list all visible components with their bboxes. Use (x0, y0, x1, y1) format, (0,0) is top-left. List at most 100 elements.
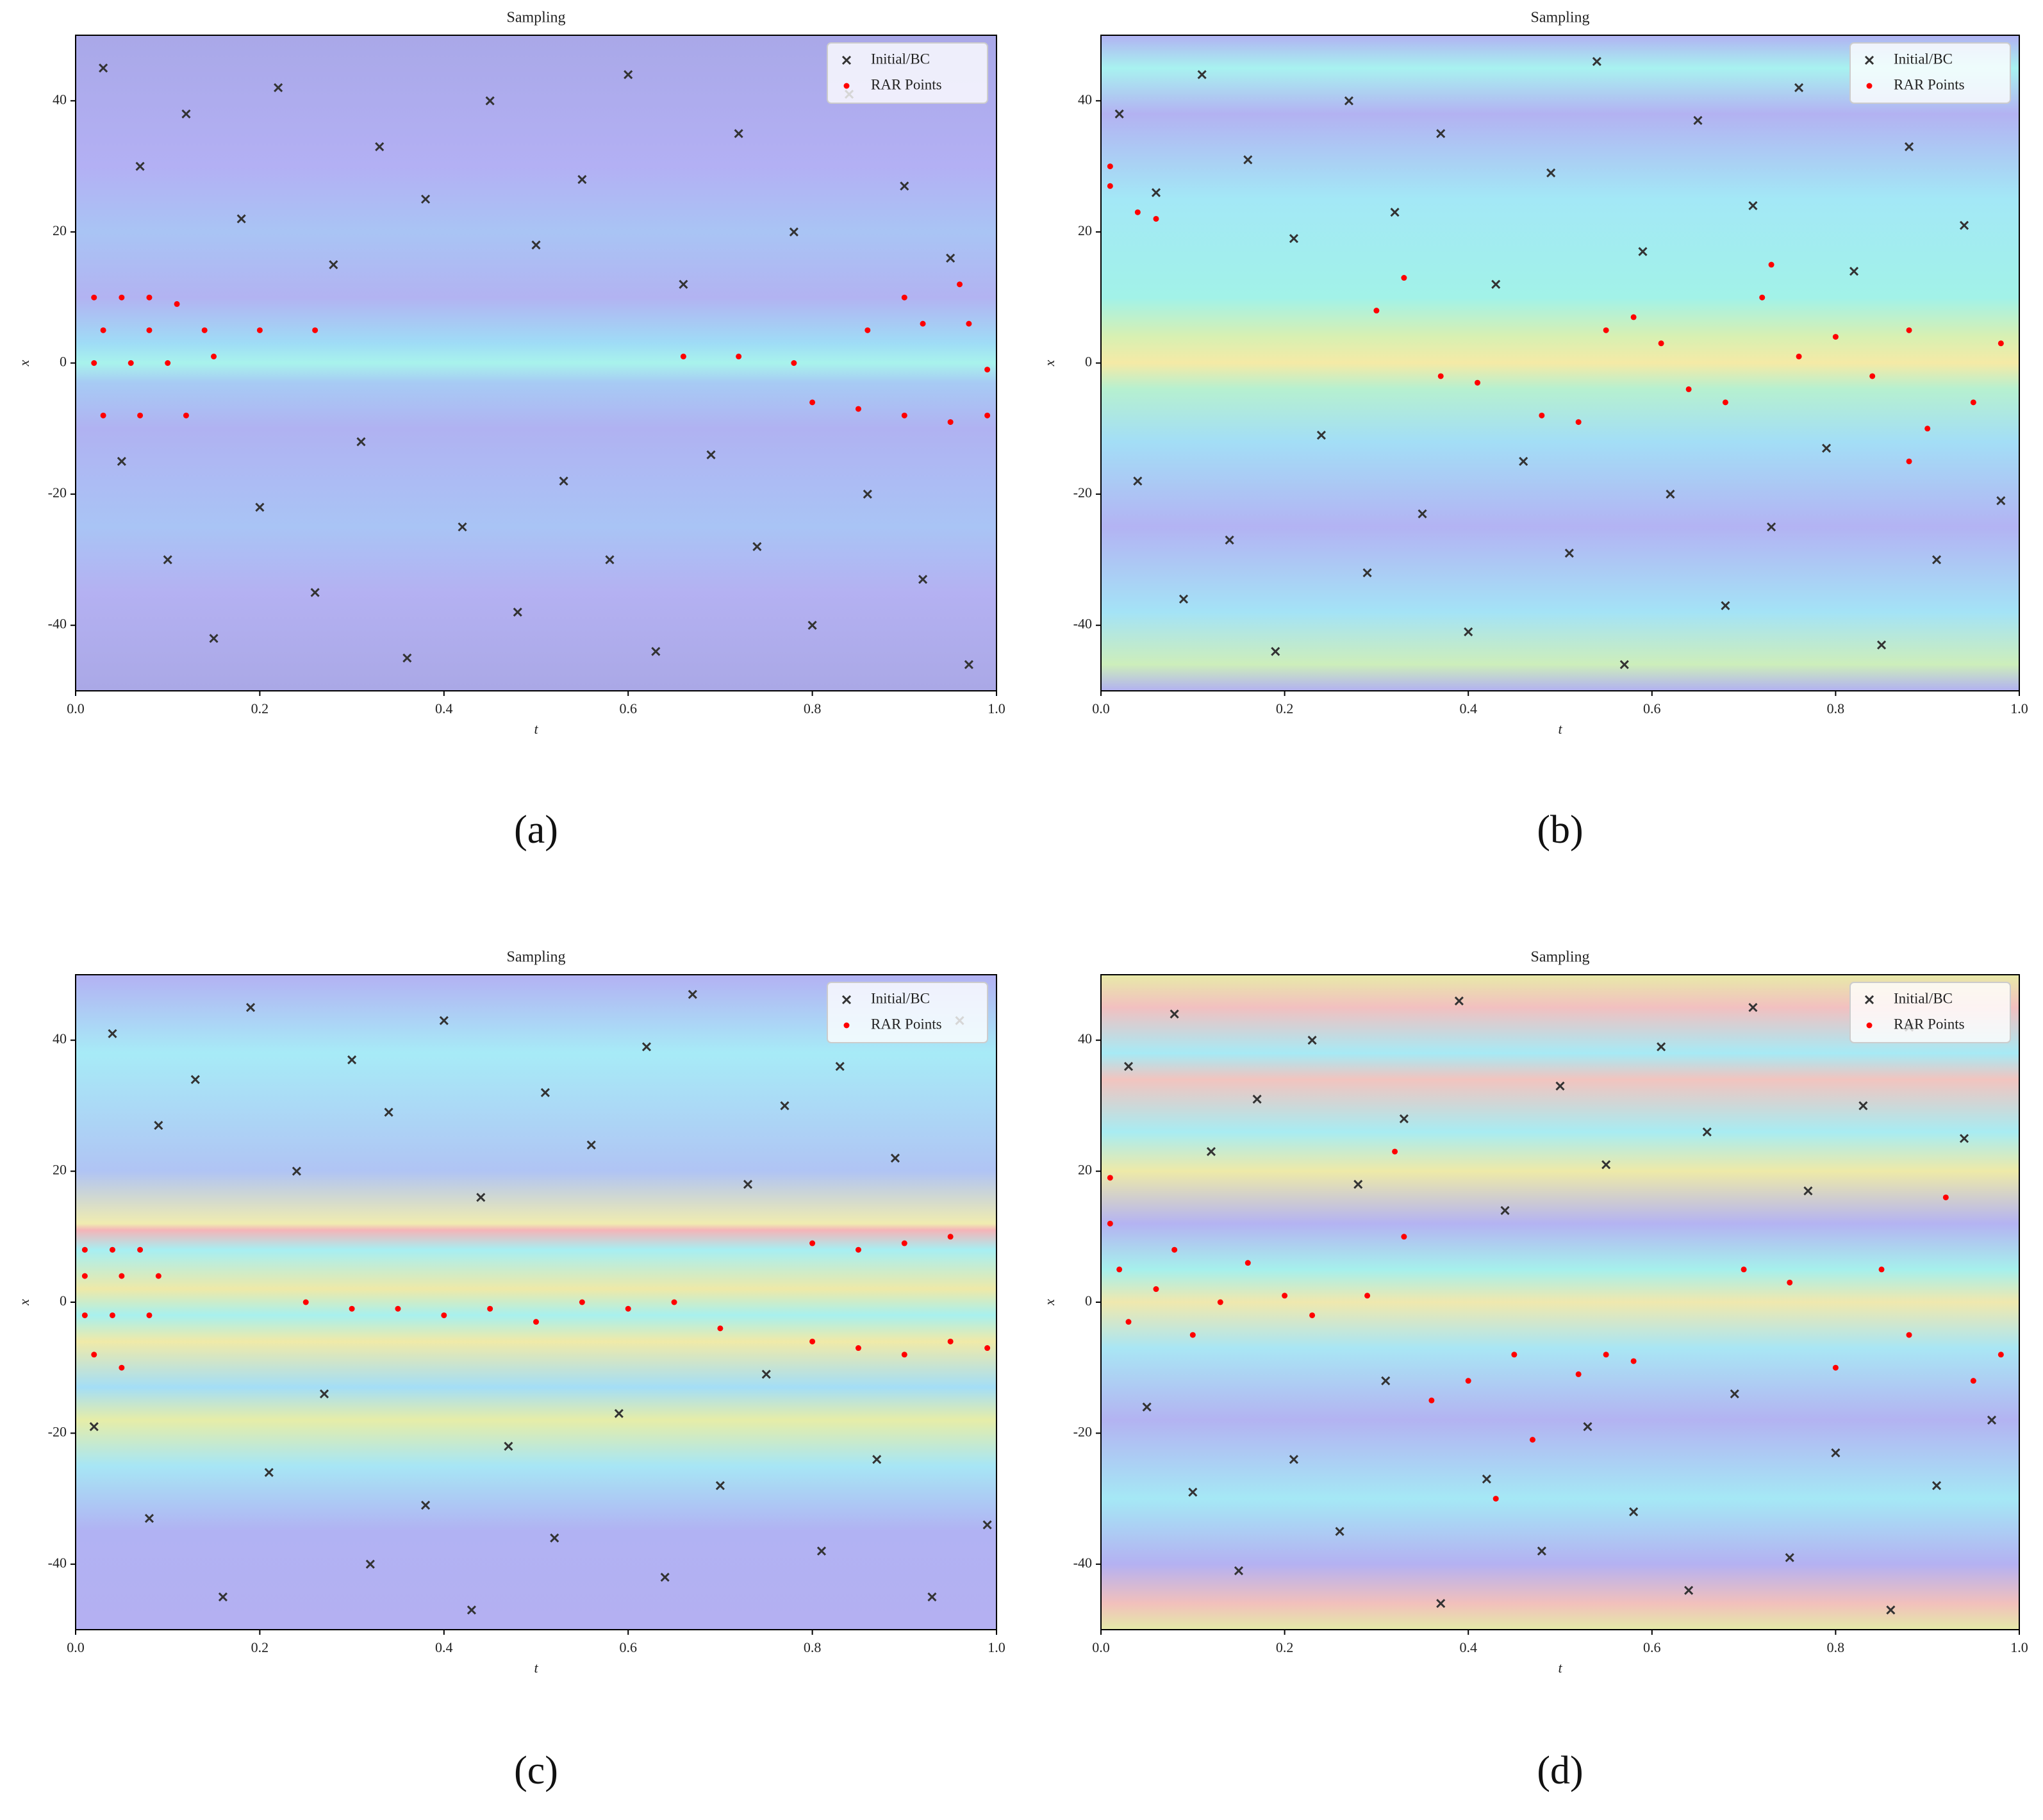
rar-point (855, 1345, 861, 1352)
legend-marker (841, 55, 852, 65)
legend-marker (1864, 55, 1874, 65)
initial-bc-point (1721, 600, 1730, 611)
legend-label: RAR Points (1894, 1016, 1965, 1032)
initial-bc-point (614, 1409, 624, 1418)
initial-bc-point (274, 83, 283, 92)
legend-label: Initial/BC (871, 51, 930, 67)
initial-bc-point (1657, 1042, 1666, 1052)
x-axis-label: t (534, 721, 538, 737)
initial-bc-point (1188, 1487, 1198, 1497)
rar-point (1832, 334, 1839, 340)
rar-point (1153, 1286, 1159, 1293)
rar-point (128, 360, 134, 366)
rar-point (957, 281, 963, 288)
y-tick-label: 40 (53, 91, 67, 107)
legend-marker (843, 83, 850, 89)
initial-bc-point (743, 1179, 753, 1189)
rar-point (1493, 1496, 1499, 1502)
rar-point (1107, 163, 1113, 170)
initial-bc-point (310, 588, 320, 597)
y-tick-label: -20 (48, 484, 67, 500)
heatmap-background (1101, 35, 2019, 691)
initial-bc-point (1197, 70, 1207, 79)
initial-bc-point (1252, 1095, 1262, 1104)
initial-bc-point (1803, 1186, 1813, 1196)
initial-bc-point (1142, 1402, 1152, 1412)
initial-bc-point (918, 575, 928, 584)
rar-point (1906, 327, 1912, 333)
rar-point (174, 301, 180, 307)
rar-point (312, 327, 318, 333)
y-tick-label: -40 (48, 1555, 67, 1571)
rar-point (984, 412, 991, 418)
rar-point (579, 1299, 585, 1305)
initial-bc-point (1243, 155, 1253, 165)
initial-bc-point (816, 1546, 827, 1556)
initial-bc-point (1170, 1009, 1179, 1019)
initial-bc-point (117, 456, 126, 467)
rar-point (1942, 1194, 1949, 1200)
initial-bc-point (218, 1592, 227, 1601)
x-tick-label: 0.2 (251, 700, 269, 716)
initial-bc-point (577, 174, 587, 185)
initial-bc-point (1592, 56, 1601, 66)
initial-bc-point (651, 647, 661, 656)
y-tick-label: -20 (1073, 484, 1092, 500)
x-tick-label: 1.0 (2010, 700, 2028, 716)
initial-bc-point (255, 502, 265, 512)
initial-bc-point (1996, 496, 2006, 506)
initial-bc-point (1886, 1605, 1896, 1615)
rar-point (81, 1246, 88, 1253)
x-tick-label: 0.0 (1092, 700, 1110, 716)
rar-point (109, 1246, 115, 1253)
rar-point (864, 327, 871, 333)
y-tick-label: 0 (1085, 1293, 1092, 1309)
rar-point (1125, 1319, 1132, 1325)
rar-point (256, 327, 263, 333)
x-axis-label: t (1558, 721, 1562, 737)
rar-point (1722, 399, 1728, 406)
initial-bc-point (605, 555, 615, 565)
initial-bc-point (1151, 188, 1161, 197)
rar-point (791, 360, 797, 366)
rar-point (809, 399, 816, 406)
y-axis-label: x (1041, 1299, 1057, 1306)
rar-point (1373, 308, 1380, 314)
initial-bc-point (384, 1107, 393, 1117)
initial-bc-point (476, 1193, 486, 1202)
rar-point (1970, 1378, 1976, 1384)
rar-point (1998, 340, 2004, 347)
rar-point (1906, 458, 1912, 465)
initial-bc-point (752, 542, 762, 552)
initial-bc-point (1666, 490, 1675, 499)
initial-bc-point (1684, 1585, 1694, 1595)
initial-bc-point (329, 260, 338, 270)
initial-bc-point (1344, 96, 1353, 106)
initial-bc-point (144, 1514, 154, 1523)
rar-point (1475, 379, 1481, 386)
rar-point (1428, 1397, 1435, 1403)
rar-point (1787, 1279, 1793, 1286)
initial-bc-point (375, 142, 385, 151)
legend-label: Initial/BC (1894, 51, 1953, 67)
initial-bc-point (835, 1062, 845, 1071)
chart-title: Sampling (1530, 949, 1589, 966)
x-tick-label: 0.8 (804, 700, 822, 716)
rar-point (1107, 1175, 1113, 1181)
y-tick-label: 20 (53, 1162, 67, 1178)
legend-marker (843, 1022, 850, 1029)
initial-bc-point (181, 109, 191, 119)
rar-point (1401, 1234, 1407, 1240)
x-tick-label: 1.0 (988, 700, 1005, 716)
initial-bc-point (1555, 1081, 1565, 1091)
x-tick-label: 0.4 (435, 700, 453, 716)
legend-marker (1866, 83, 1873, 89)
initial-bc-point (964, 660, 973, 670)
initial-bc-point (1767, 522, 1776, 532)
initial-bc-point (1987, 1415, 1997, 1425)
rar-point (947, 419, 954, 426)
legend-box (827, 982, 988, 1043)
initial-bc-point (1123, 1062, 1134, 1071)
x-tick-label: 0.0 (67, 1639, 85, 1655)
rar-point (966, 320, 972, 327)
